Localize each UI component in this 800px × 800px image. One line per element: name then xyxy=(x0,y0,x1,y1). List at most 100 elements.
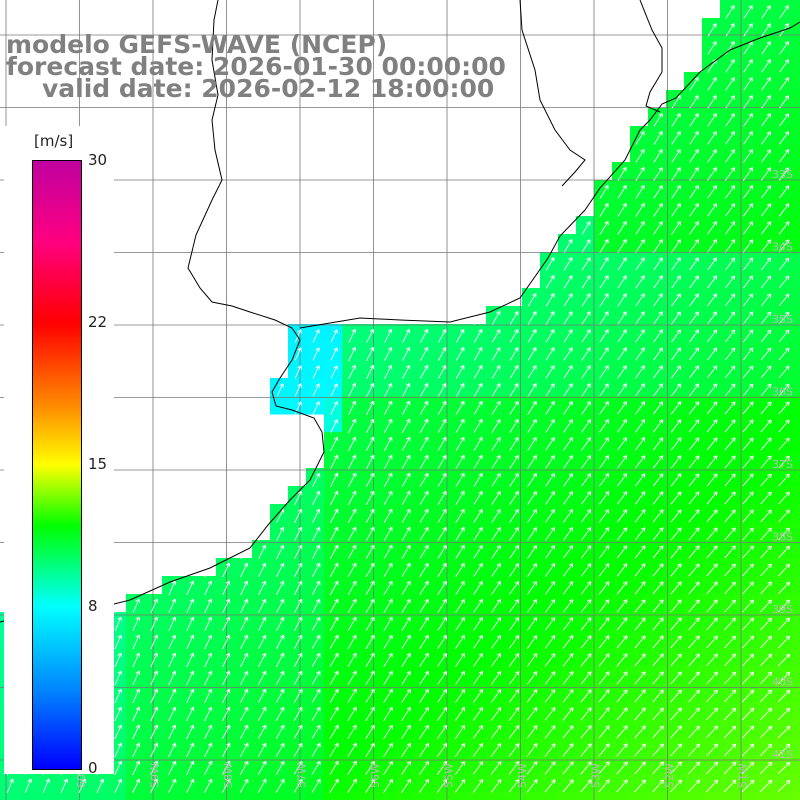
wind-arrow xyxy=(724,239,736,253)
wind-arrow xyxy=(635,347,645,361)
wind-arrow xyxy=(725,167,736,181)
wind-cell xyxy=(738,270,757,289)
wind-arrow xyxy=(419,490,429,505)
wind-cell xyxy=(612,540,631,559)
wind-cell xyxy=(306,792,325,800)
wind-arrow xyxy=(509,581,520,595)
wind-arrow xyxy=(778,311,790,325)
wind-cell xyxy=(504,756,523,775)
wind-cell xyxy=(558,774,577,793)
wind-arrow xyxy=(330,383,338,397)
wind-cell xyxy=(162,648,181,667)
wind-cell xyxy=(756,234,775,253)
wind-cell xyxy=(414,504,433,523)
wind-arrow xyxy=(652,725,664,739)
wind-cell xyxy=(684,594,703,613)
wind-cell xyxy=(468,792,487,800)
wind-arrow xyxy=(617,202,627,217)
wind-cell xyxy=(648,576,667,595)
wind-arrow xyxy=(312,401,320,415)
wind-arrow xyxy=(759,761,773,775)
wind-cell xyxy=(126,720,145,739)
wind-cell xyxy=(468,720,487,739)
wind-arrow xyxy=(526,743,538,757)
wind-cell xyxy=(396,684,415,703)
wind-cell xyxy=(324,558,343,577)
wind-arrow xyxy=(329,508,339,524)
wind-arrow xyxy=(347,724,357,740)
wind-arrow xyxy=(778,473,790,487)
wind-cell xyxy=(666,90,685,109)
wind-arrow xyxy=(472,688,484,703)
wind-arrow xyxy=(329,526,339,542)
wind-cell xyxy=(162,612,181,631)
wind-arrow xyxy=(635,311,645,325)
wind-arrow xyxy=(779,5,789,19)
wind-cell xyxy=(504,360,523,379)
wind-arrow xyxy=(168,688,177,704)
wind-cell xyxy=(576,306,595,325)
wind-cell xyxy=(234,792,253,800)
wind-cell xyxy=(630,216,649,235)
wind-cell xyxy=(594,684,613,703)
wind-cell xyxy=(216,792,235,800)
wind-cell xyxy=(540,792,559,800)
wind-arrow xyxy=(419,742,430,757)
wind-cell xyxy=(342,360,361,379)
wind-cell xyxy=(288,738,307,757)
wind-cell xyxy=(738,342,757,361)
wind-cell xyxy=(342,432,361,451)
wind-cell xyxy=(540,504,559,523)
wind-cell xyxy=(774,252,793,271)
wind-cell xyxy=(594,414,613,433)
wind-arrow xyxy=(491,616,502,631)
wind-cell xyxy=(414,792,433,800)
wind-cell xyxy=(216,774,235,793)
wind-cell xyxy=(774,540,793,559)
wind-cell xyxy=(216,738,235,757)
wind-arrow xyxy=(760,419,772,433)
wind-cell xyxy=(792,18,800,37)
wind-arrow xyxy=(150,616,159,632)
wind-cell xyxy=(360,450,379,469)
wind-cell xyxy=(630,486,649,505)
wind-cell xyxy=(540,720,559,739)
wind-cell xyxy=(702,180,721,199)
wind-cell xyxy=(738,108,757,127)
wind-cell xyxy=(486,414,505,433)
wind-arrow xyxy=(598,761,610,775)
wind-cell xyxy=(36,792,55,800)
wind-arrow xyxy=(742,293,754,307)
wind-cell xyxy=(558,378,577,397)
wind-cell xyxy=(612,720,631,739)
wind-arrow xyxy=(491,490,501,505)
wind-arrow xyxy=(294,562,303,578)
wind-cell xyxy=(684,288,703,307)
wind-cell xyxy=(792,612,800,631)
wind-cell xyxy=(792,126,800,145)
wind-arrow xyxy=(204,724,213,740)
wind-cell xyxy=(648,198,667,217)
wind-arrow xyxy=(348,364,357,380)
wind-cell xyxy=(702,198,721,217)
wind-arrow xyxy=(491,347,501,361)
wind-cell xyxy=(522,360,541,379)
wind-arrow xyxy=(132,598,140,614)
wind-arrow xyxy=(563,401,573,415)
wind-arrow xyxy=(437,706,448,721)
wind-cell xyxy=(648,522,667,541)
wind-arrow xyxy=(545,437,555,451)
wind-cell xyxy=(540,252,559,271)
wind-cell xyxy=(738,198,757,217)
wind-arrow xyxy=(491,635,502,649)
wind-arrow xyxy=(724,347,736,361)
wind-cell xyxy=(270,540,289,559)
wind-cell xyxy=(576,288,595,307)
wind-cell xyxy=(450,486,469,505)
wind-arrow xyxy=(599,383,609,397)
wind-cell xyxy=(378,378,397,397)
wind-arrow xyxy=(743,149,754,163)
wind-cell xyxy=(666,162,685,181)
wind-arrow xyxy=(473,454,483,469)
wind-cell xyxy=(774,702,793,721)
